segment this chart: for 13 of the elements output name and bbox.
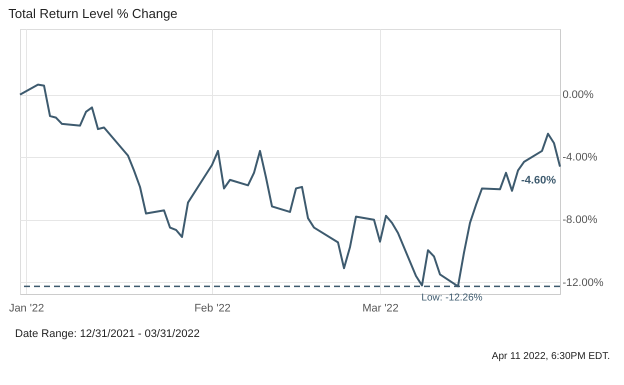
text: Date Range: 12/31/2021 - 03/31/2022 [15, 328, 200, 340]
annotation: -4.60% [521, 174, 556, 187]
chart-title: Total Return Level % Change [8, 6, 178, 21]
text: Apr 11 2022, 6:30PM EDT. [492, 351, 610, 362]
y-tick-label: -8.00% [562, 214, 598, 226]
line-series [19, 84, 561, 288]
y-tick-label: -4.00% [562, 152, 598, 164]
x-tick-label: Jan '22 [8, 302, 44, 314]
y-tick-label: 0.00% [562, 89, 594, 102]
x-tick-label: Mar '22 [362, 302, 399, 314]
x-tick-label: Feb '22 [194, 302, 231, 314]
y-tick-label: -12.00% [562, 276, 604, 289]
ref-line-label: Low: -12.26% [421, 292, 483, 304]
